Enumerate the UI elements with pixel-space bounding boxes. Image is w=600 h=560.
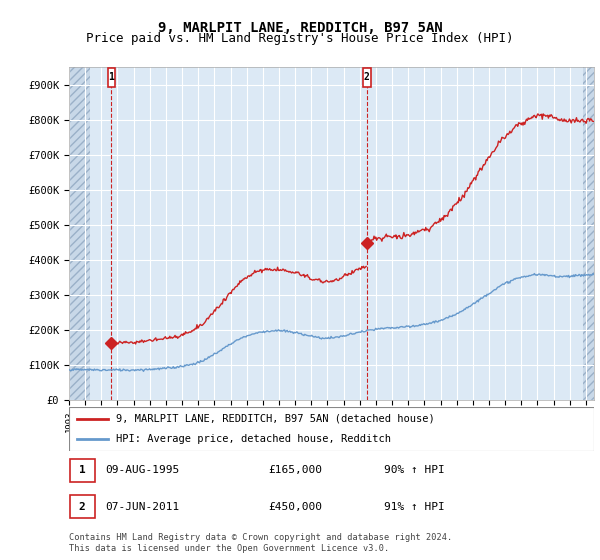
Text: Price paid vs. HM Land Registry's House Price Index (HPI): Price paid vs. HM Land Registry's House … [86,32,514,45]
Text: 09-AUG-1995: 09-AUG-1995 [106,465,180,475]
Text: Contains HM Land Registry data © Crown copyright and database right 2024.
This d: Contains HM Land Registry data © Crown c… [69,533,452,553]
FancyBboxPatch shape [363,68,371,87]
FancyBboxPatch shape [69,67,90,400]
Text: £165,000: £165,000 [269,465,323,475]
Text: 1: 1 [79,465,86,475]
Text: 2: 2 [364,72,370,82]
FancyBboxPatch shape [70,459,95,482]
Text: 2: 2 [79,502,86,511]
Text: HPI: Average price, detached house, Redditch: HPI: Average price, detached house, Redd… [116,434,391,444]
Text: £450,000: £450,000 [269,502,323,511]
Text: 91% ↑ HPI: 91% ↑ HPI [384,502,445,511]
Text: 90% ↑ HPI: 90% ↑ HPI [384,465,445,475]
Text: 9, MARLPIT LANE, REDDITCH, B97 5AN: 9, MARLPIT LANE, REDDITCH, B97 5AN [158,21,442,35]
Text: 07-JUN-2011: 07-JUN-2011 [106,502,180,511]
FancyBboxPatch shape [583,67,599,400]
Text: 1: 1 [109,72,114,82]
FancyBboxPatch shape [107,68,115,87]
FancyBboxPatch shape [70,495,95,518]
FancyBboxPatch shape [69,407,594,451]
Text: 9, MARLPIT LANE, REDDITCH, B97 5AN (detached house): 9, MARLPIT LANE, REDDITCH, B97 5AN (deta… [116,414,435,424]
